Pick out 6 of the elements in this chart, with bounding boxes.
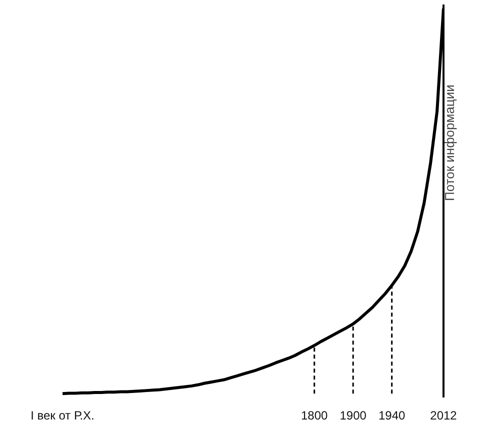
x-tick-label: I век от Р.Х. [30, 408, 94, 422]
x-tick-label: 1900 [340, 408, 367, 422]
y-axis-title: Поток информации [442, 84, 457, 201]
x-tick-label: 1800 [301, 408, 328, 422]
x-tick-label: 2012 [430, 408, 458, 422]
x-tick-label: 1940 [378, 408, 406, 422]
